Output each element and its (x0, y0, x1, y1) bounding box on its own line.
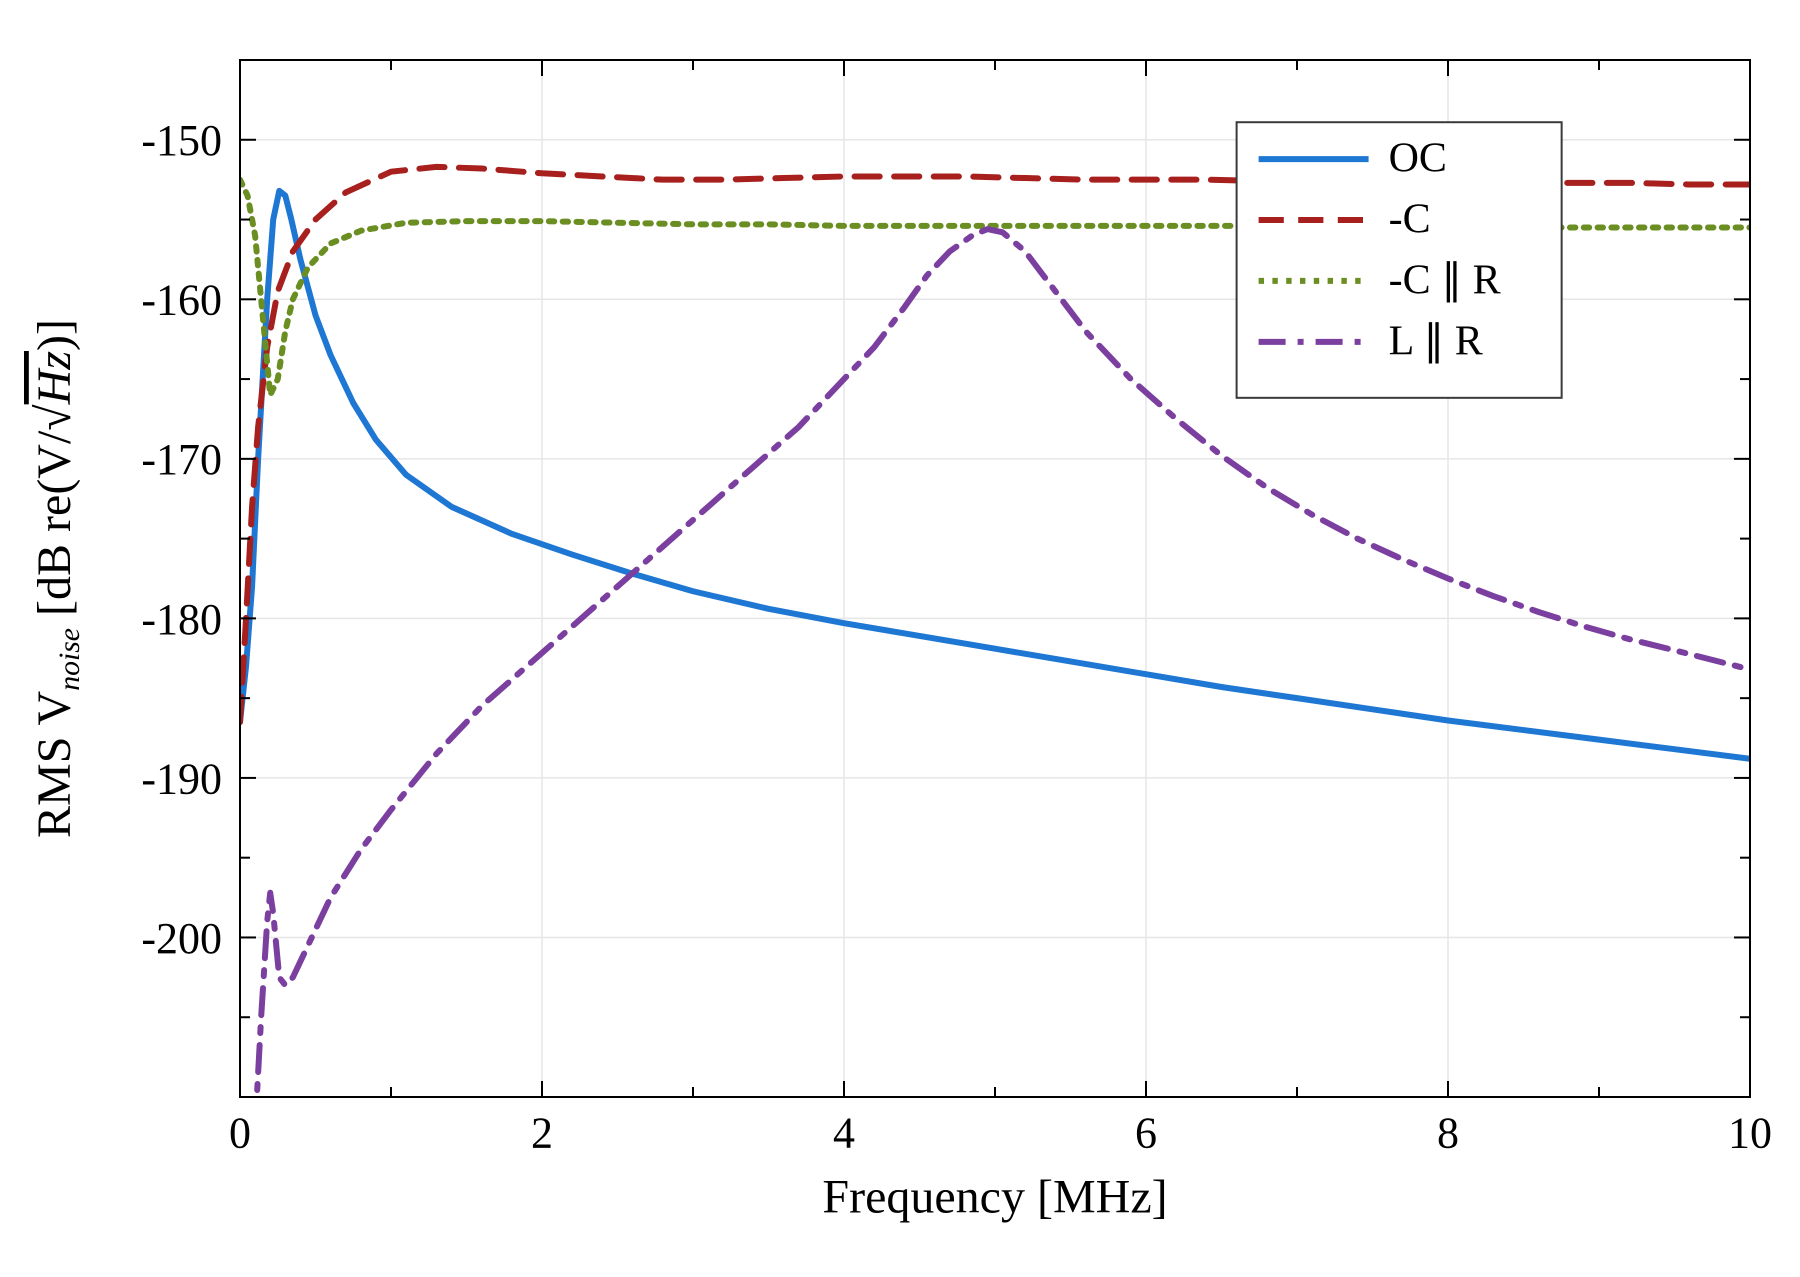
ytick-label: -200 (141, 914, 222, 963)
xtick-label: 2 (531, 1109, 553, 1158)
ytick-label: -160 (141, 276, 222, 325)
xtick-label: 10 (1728, 1109, 1772, 1158)
noise-chart: 0 2 4 6 8 10 -200 -190 -180 -170 -160 -150 Frequency… (0, 0, 1800, 1277)
legend-label: L ∥ R (1389, 318, 1483, 364)
x-axis-label: Frequency [MHz] (822, 1170, 1167, 1223)
legend-label: -C ∥ R (1389, 258, 1501, 304)
svg-text:RMS Vnoise [dB re(V/√Hz)]: RMS Vnoise [dB re(V/√Hz)] (28, 319, 86, 838)
ytick-label: -190 (141, 754, 222, 803)
legend-label: OC (1389, 136, 1447, 182)
xtick-label: 6 (1135, 1109, 1157, 1158)
legend: OC -C -C ∥ R L ∥ R (1237, 122, 1562, 398)
legend-label: -C (1389, 197, 1431, 243)
chart-container: 0 2 4 6 8 10 -200 -190 -180 -170 -160 -150 Frequency… (0, 0, 1800, 1277)
xtick-label: 4 (833, 1109, 855, 1158)
ytick-label: -150 (141, 116, 222, 165)
ytick-label: -170 (141, 435, 222, 484)
xtick-label: 8 (1437, 1109, 1459, 1158)
xtick-label: 0 (229, 1109, 251, 1158)
ytick-label: -180 (141, 595, 222, 644)
y-axis-label: RMS Vnoise [dB re(V/√Hz)] (28, 319, 86, 838)
